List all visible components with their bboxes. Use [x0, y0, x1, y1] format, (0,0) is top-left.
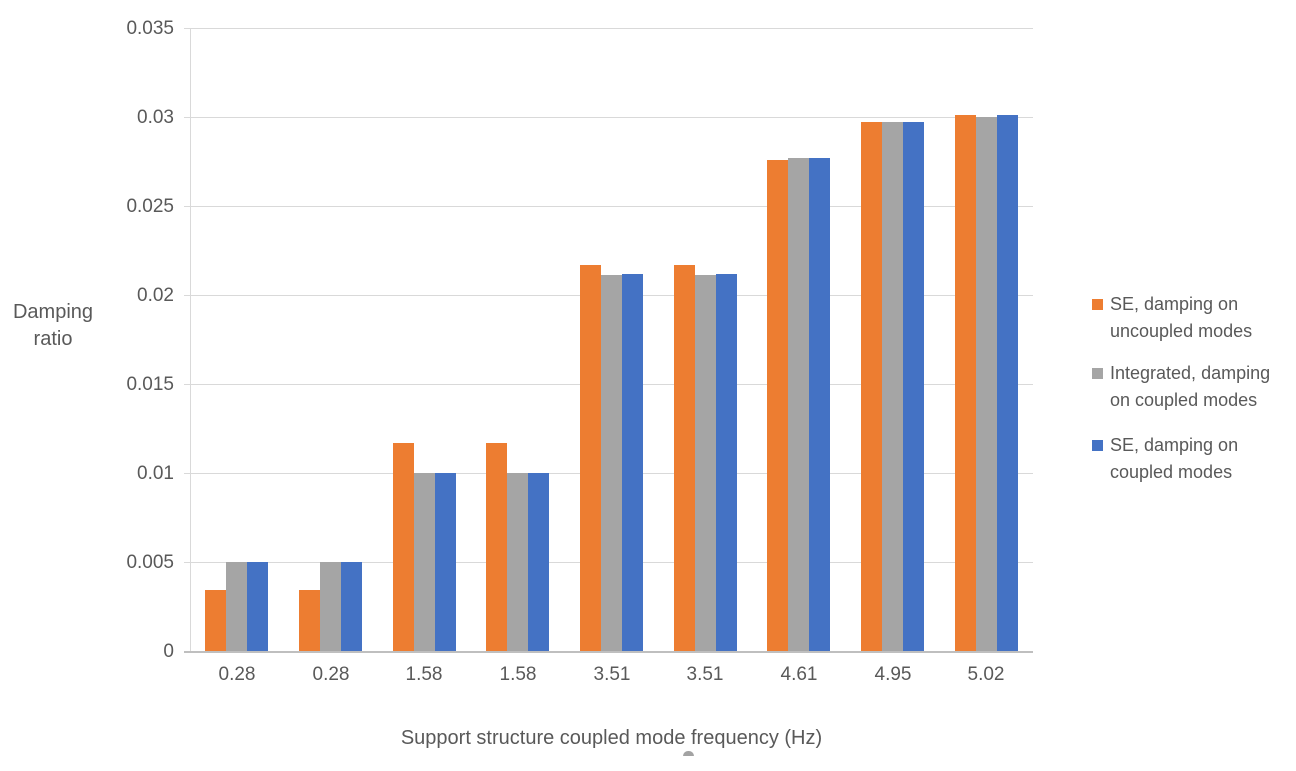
bar-series-1-cat-5: [695, 275, 716, 651]
y-tick: [184, 562, 190, 563]
y-tick-label: 0: [163, 641, 174, 662]
y-tick-label: 0.005: [126, 552, 174, 573]
x-tick-label: 3.51: [593, 664, 631, 685]
bar-series-1-cat-7: [882, 122, 903, 651]
y-tick-label: 0.035: [126, 18, 174, 39]
y-tick-label: 0.01: [137, 463, 174, 484]
x-tick-label: 1.58: [499, 664, 537, 685]
bar-series-2-cat-4: [622, 274, 643, 651]
bar-series-1-cat-4: [601, 275, 622, 651]
x-tick-label: 3.51: [686, 664, 724, 685]
y-tick: [184, 295, 190, 296]
y-tick: [184, 117, 190, 118]
x-tick-label: 0.28: [218, 664, 256, 685]
bar-series-0-cat-8: [955, 115, 976, 651]
x-axis-title: Support structure coupled mode frequency…: [400, 727, 823, 749]
y-tick: [184, 28, 190, 29]
bar-series-1-cat-0: [226, 562, 247, 651]
bar-series-1-cat-8: [976, 117, 997, 651]
bar-series-1-cat-3: [507, 473, 528, 651]
bar-series-2-cat-3: [528, 473, 549, 651]
bar-series-2-cat-1: [341, 562, 362, 651]
legend-entry: SE, damping on coupled modes: [1092, 432, 1292, 486]
y-gridline: [190, 117, 1033, 118]
y-tick: [184, 384, 190, 385]
bar-series-1-cat-2: [414, 473, 435, 651]
legend-swatch-icon: [1092, 368, 1103, 379]
bar-series-2-cat-2: [435, 473, 456, 651]
legend-label: SE, damping on coupled modes: [1110, 435, 1239, 482]
bar-series-0-cat-2: [393, 443, 414, 651]
x-axis-line: [184, 651, 1033, 653]
bar-series-2-cat-7: [903, 122, 924, 651]
bar-series-2-cat-5: [716, 274, 737, 651]
cropped-text-fragment: [683, 751, 694, 756]
legend-swatch-icon: [1092, 299, 1103, 310]
bar-series-0-cat-7: [861, 122, 882, 651]
bar-series-0-cat-5: [674, 265, 695, 651]
bar-series-0-cat-1: [299, 590, 320, 651]
y-axis-title: Damping ratio: [12, 301, 94, 350]
y-gridline: [190, 28, 1033, 29]
bar-series-0-cat-0: [205, 590, 226, 651]
y-gridline: [190, 206, 1033, 207]
x-tick-label: 4.95: [874, 664, 912, 685]
bar-series-2-cat-6: [809, 158, 830, 651]
x-tick-label: 1.58: [405, 664, 443, 685]
bar-series-0-cat-6: [767, 160, 788, 651]
y-tick-label: 0.02: [137, 285, 174, 306]
x-tick-label: 5.02: [967, 664, 1005, 685]
bar-series-1-cat-1: [320, 562, 341, 651]
x-tick-label: 0.28: [312, 664, 350, 685]
legend-entry: SE, damping on uncoupled modes: [1092, 291, 1292, 345]
bar-series-0-cat-3: [486, 443, 507, 651]
y-tick-label: 0.015: [126, 374, 174, 395]
y-tick: [184, 206, 190, 207]
bar-series-2-cat-0: [247, 562, 268, 651]
legend-label: Integrated, damping on coupled modes: [1110, 363, 1271, 410]
legend-entry: Integrated, damping on coupled modes: [1092, 360, 1292, 414]
y-tick: [184, 473, 190, 474]
legend-swatch-icon: [1092, 440, 1103, 451]
y-axis-line: [190, 28, 191, 651]
y-tick-label: 0.03: [137, 107, 174, 128]
bar-series-1-cat-6: [788, 158, 809, 651]
bar-series-0-cat-4: [580, 265, 601, 651]
bar-series-2-cat-8: [997, 115, 1018, 651]
legend-label: SE, damping on uncoupled modes: [1110, 294, 1253, 341]
y-tick-label: 0.025: [126, 196, 174, 217]
x-tick-label: 4.61: [780, 664, 818, 685]
